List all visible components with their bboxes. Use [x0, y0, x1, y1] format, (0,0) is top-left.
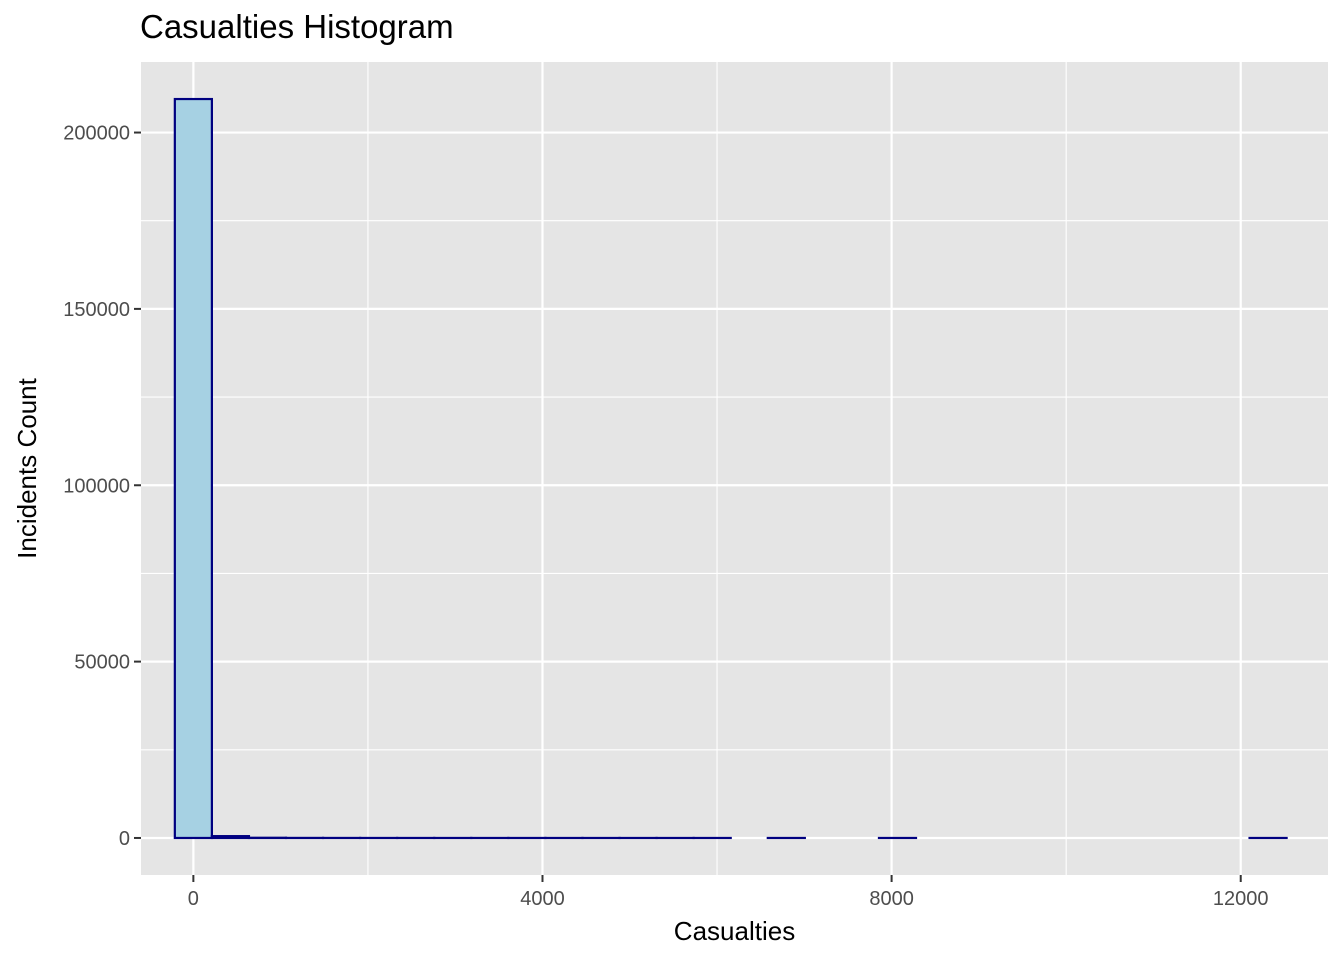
y-tick-label: 150000 — [63, 299, 130, 321]
histogram-bars — [173, 97, 1288, 840]
x-tick-label: 4000 — [520, 888, 565, 910]
y-tick-label: 100000 — [63, 475, 130, 497]
y-axis: 0 50000 100000 150000 200000 — [63, 123, 141, 850]
y-tick-label: 200000 — [63, 123, 130, 145]
x-axis-title: Casualties — [674, 916, 795, 946]
plot-panel — [141, 62, 1328, 875]
x-axis: 0 4000 8000 12000 — [188, 875, 1269, 910]
y-axis-title: Incidents Count — [12, 377, 42, 558]
y-tick-label: 0 — [119, 828, 130, 850]
chart-title: Casualties Histogram — [140, 8, 454, 45]
x-tick-label: 8000 — [869, 888, 914, 910]
minor-gridlines — [141, 62, 1328, 875]
histogram-bar — [173, 97, 213, 840]
x-tick-label: 12000 — [1213, 888, 1269, 910]
y-tick-label: 50000 — [74, 652, 130, 674]
x-tick-label: 0 — [188, 888, 199, 910]
histogram-bar — [210, 835, 251, 840]
